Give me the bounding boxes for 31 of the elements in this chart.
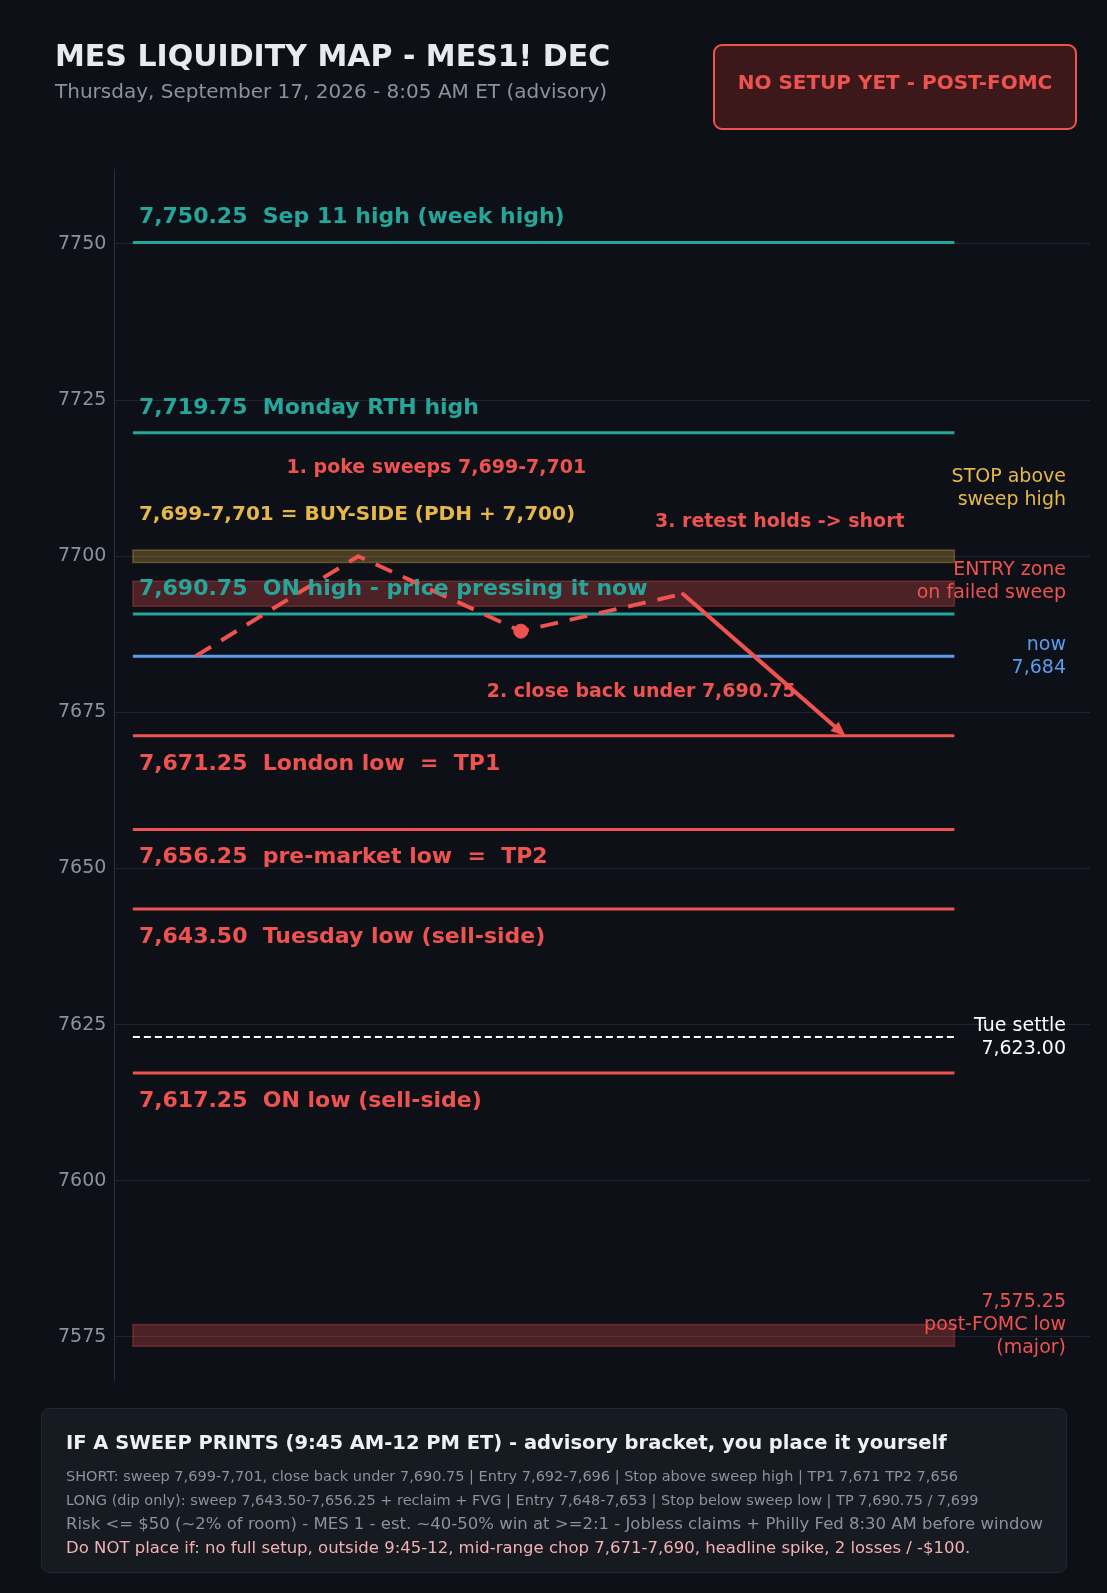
y-tick-label: 7675 bbox=[57, 699, 107, 722]
text: Do NOT place if: no full setup, outside 9:45-12, mid-range chop 7,671-7,690, headline spike, 2 losses / -$100. bbox=[66, 1537, 972, 1559]
chart-title: MES LIQUIDITY MAP - MES1! DEC bbox=[55, 38, 611, 73]
ref-line-label: now 7,684 bbox=[1011, 632, 1066, 678]
ref-line-label: 7,671.25 London low = TP1 bbox=[138, 749, 501, 775]
chart-subtitle: Thursday, September 17, 2026 - 8:05 AM ET (advisory) bbox=[55, 79, 608, 103]
band-label: ENTRY zone on failed sweep bbox=[916, 557, 1066, 603]
band-label: 7,699-7,701 = BUY-SIDE (PDH + 7,700) bbox=[138, 500, 576, 525]
annotation: 1. poke sweeps 7,699-7,701 bbox=[286, 454, 587, 477]
y-tick-label: 7625 bbox=[57, 1011, 107, 1034]
y-tick-label: 7725 bbox=[57, 387, 107, 410]
text: SHORT: sweep 7,699-7,701, close back under 7,690.75 | Entry 7,692-7,696 | Stop above sweep high | TP1 7,671 TP2 7,656 bbox=[66, 1467, 960, 1487]
y-tick-label: 7750 bbox=[57, 230, 107, 253]
band-label: 7,575.25 post-FOMC low (major) bbox=[924, 1288, 1066, 1357]
y-tick-label: 7575 bbox=[57, 1323, 107, 1346]
ref-line-label: Tue settle 7,623.00 bbox=[973, 1013, 1066, 1059]
ref-line-label: 7,656.25 pre-market low = TP2 bbox=[138, 843, 548, 869]
y-tick-label: 7600 bbox=[57, 1167, 107, 1190]
text: NO SETUP YET - POST-FOMC bbox=[713, 44, 1077, 130]
text: Risk <= $50 (~2% of room) - MES 1 - est. ~40-50% win at >=2:1 - Jobless claims + Philly Fed 8:30 AM before window bbox=[66, 1513, 1045, 1535]
ref-line-label: 7,750.25 Sep 11 high (week high) bbox=[138, 203, 565, 229]
annotation: 3. retest holds -> short bbox=[654, 509, 905, 532]
ref-line-label: 7,690.75 ON high - price pressing it now bbox=[138, 574, 648, 600]
ref-line-label: 7,643.50 Tuesday low (sell-side) bbox=[138, 923, 546, 949]
text: IF A SWEEP PRINTS (9:45 AM-12 PM ET) - advisory bracket, you place it yourself bbox=[66, 1431, 948, 1454]
ref-line-label: 7,617.25 ON low (sell-side) bbox=[138, 1087, 482, 1113]
y-tick-label: 7650 bbox=[57, 855, 107, 878]
ref-line-label: 7,719.75 Monday RTH high bbox=[138, 393, 479, 419]
text: LONG (dip only): sweep 7,643.50-7,656.25 + reclaim + FVG | Entry 7,648-7,653 | Stop below sweep low | TP 7,690.75 / 7,699 bbox=[66, 1491, 980, 1511]
y-tick-label: 7700 bbox=[57, 543, 107, 566]
annotation: STOP above sweep high bbox=[951, 463, 1066, 509]
